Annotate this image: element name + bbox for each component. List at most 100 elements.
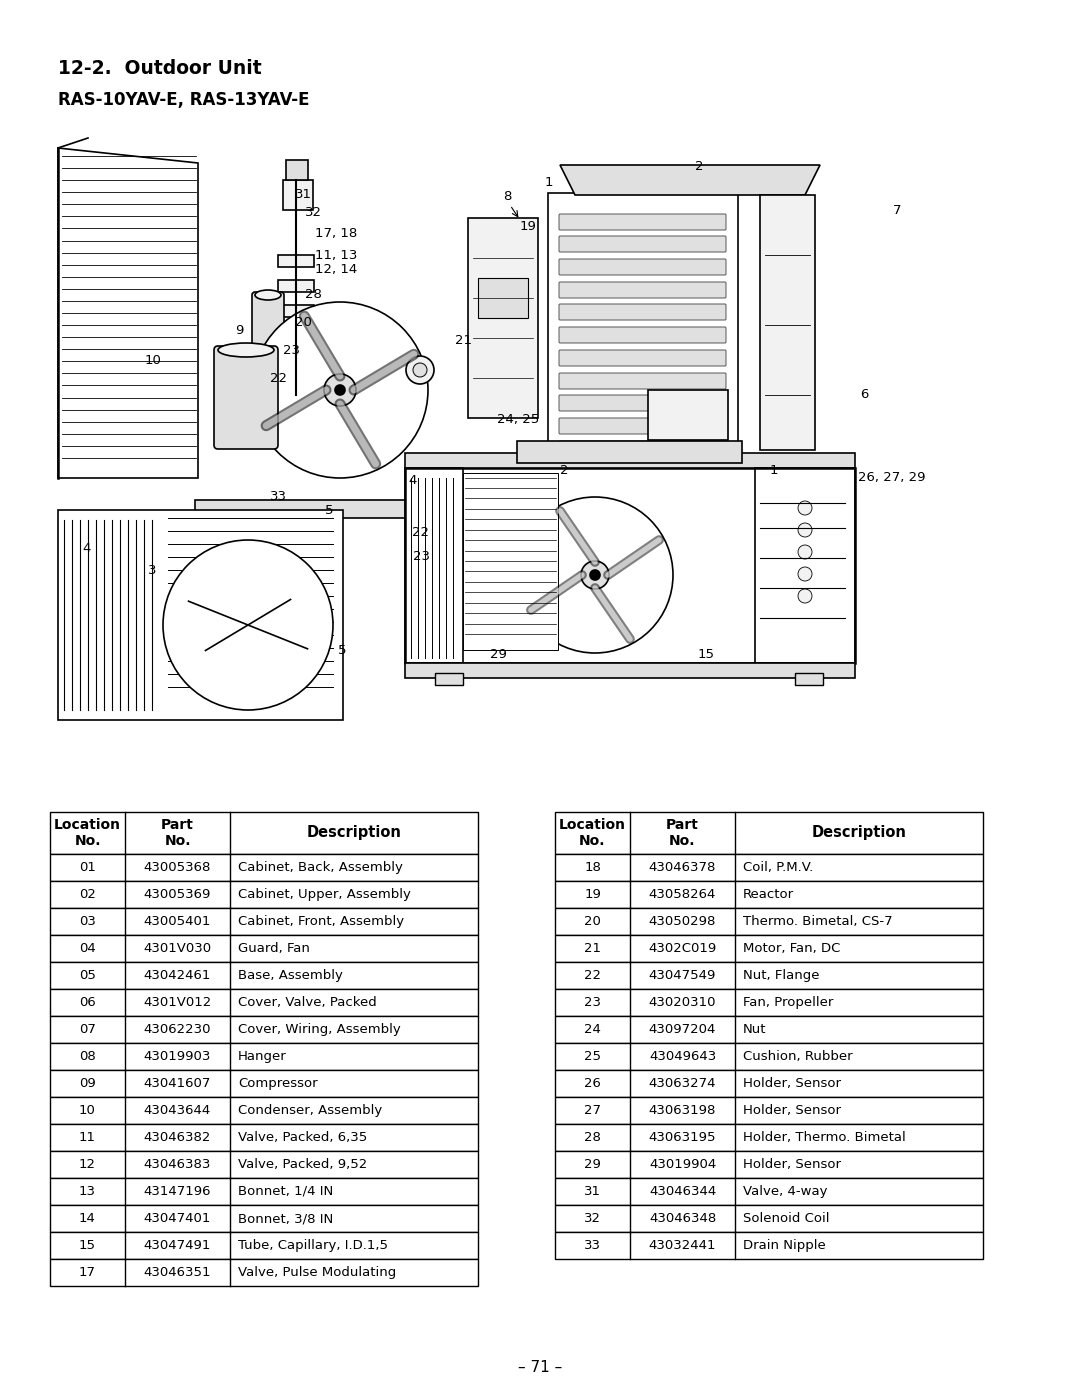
Text: 24, 25: 24, 25 — [497, 414, 539, 426]
Bar — [50, 989, 478, 1016]
Bar — [555, 989, 983, 1016]
Text: 29: 29 — [490, 648, 507, 662]
Bar — [405, 664, 855, 678]
Text: Cabinet, Upper, Assembly: Cabinet, Upper, Assembly — [238, 888, 410, 901]
Text: 4: 4 — [408, 475, 417, 488]
Text: 43046348: 43046348 — [649, 1213, 716, 1225]
Bar — [50, 1070, 478, 1097]
Text: 03: 03 — [79, 915, 96, 928]
Text: 9: 9 — [235, 324, 243, 337]
Bar — [555, 963, 983, 989]
FancyBboxPatch shape — [559, 282, 726, 298]
Bar — [697, 469, 713, 476]
Bar — [545, 455, 815, 474]
Circle shape — [296, 511, 308, 524]
Text: Cushion, Rubber: Cushion, Rubber — [743, 1051, 852, 1063]
Ellipse shape — [218, 344, 274, 358]
Text: 43046344: 43046344 — [649, 1185, 716, 1199]
Bar — [405, 468, 855, 664]
FancyBboxPatch shape — [559, 351, 726, 366]
Circle shape — [252, 302, 428, 478]
Bar — [555, 1178, 983, 1206]
Bar — [405, 468, 463, 664]
Text: 43063195: 43063195 — [649, 1132, 716, 1144]
Text: 04: 04 — [79, 942, 96, 956]
Circle shape — [163, 541, 333, 710]
Bar — [577, 469, 593, 476]
Text: Condenser, Assembly: Condenser, Assembly — [238, 1104, 382, 1118]
Text: 01: 01 — [79, 861, 96, 875]
Bar — [50, 1178, 478, 1206]
Bar — [435, 673, 463, 685]
Text: 12: 12 — [79, 1158, 96, 1171]
Text: 21: 21 — [584, 942, 600, 956]
Text: 43147196: 43147196 — [144, 1185, 212, 1199]
Text: 10: 10 — [79, 1104, 96, 1118]
Bar — [555, 935, 983, 963]
Bar — [468, 218, 538, 418]
Bar — [517, 441, 742, 462]
Text: Solenoid Coil: Solenoid Coil — [743, 1213, 829, 1225]
Text: 43063198: 43063198 — [649, 1104, 716, 1118]
FancyBboxPatch shape — [559, 441, 726, 457]
Text: 28: 28 — [305, 289, 322, 302]
Text: 43046383: 43046383 — [144, 1158, 212, 1171]
Text: 18: 18 — [584, 861, 600, 875]
Text: 2: 2 — [561, 464, 568, 476]
Text: 43047491: 43047491 — [144, 1239, 212, 1252]
Text: 43046378: 43046378 — [649, 861, 716, 875]
Text: 15: 15 — [698, 648, 715, 662]
Bar — [50, 1016, 478, 1044]
FancyBboxPatch shape — [559, 305, 726, 320]
Text: Nut, Flange: Nut, Flange — [743, 970, 820, 982]
Text: 02: 02 — [79, 888, 96, 901]
Bar — [50, 1232, 478, 1259]
FancyBboxPatch shape — [559, 418, 726, 434]
Text: Hanger: Hanger — [238, 1051, 287, 1063]
Text: 43005401: 43005401 — [144, 915, 212, 928]
Text: 21: 21 — [455, 334, 472, 346]
Text: 22: 22 — [584, 970, 600, 982]
Polygon shape — [58, 148, 198, 478]
Bar — [755, 468, 855, 664]
Text: 1: 1 — [545, 176, 554, 189]
Text: 13: 13 — [79, 1185, 96, 1199]
Text: 26: 26 — [584, 1077, 600, 1090]
Text: 43042461: 43042461 — [144, 970, 212, 982]
Text: 32: 32 — [584, 1213, 600, 1225]
Text: Cover, Wiring, Assembly: Cover, Wiring, Assembly — [238, 1023, 401, 1037]
Circle shape — [590, 570, 600, 580]
Text: 12, 14: 12, 14 — [315, 264, 357, 277]
Text: 10: 10 — [145, 353, 162, 366]
Bar — [50, 908, 478, 935]
Text: 14: 14 — [79, 1213, 96, 1225]
Text: 4301V012: 4301V012 — [144, 996, 212, 1009]
Text: 7: 7 — [893, 204, 902, 217]
Bar — [50, 1097, 478, 1125]
Text: 5: 5 — [325, 503, 334, 517]
Polygon shape — [561, 165, 820, 196]
Text: Part
No.: Part No. — [161, 817, 194, 848]
Text: 43047549: 43047549 — [649, 970, 716, 982]
Text: Cabinet, Back, Assembly: Cabinet, Back, Assembly — [238, 861, 403, 875]
Text: Fan, Propeller: Fan, Propeller — [743, 996, 834, 1009]
Text: Compressor: Compressor — [238, 1077, 318, 1090]
Text: 05: 05 — [79, 970, 96, 982]
Text: 20: 20 — [295, 316, 312, 328]
Circle shape — [798, 502, 812, 515]
Bar — [555, 812, 983, 854]
Text: 12-2.  Outdoor Unit: 12-2. Outdoor Unit — [58, 59, 261, 77]
Text: 08: 08 — [79, 1051, 96, 1063]
Text: 17, 18: 17, 18 — [315, 226, 357, 239]
Text: Location
No.: Location No. — [54, 817, 121, 848]
Text: Bonnet, 1/4 IN: Bonnet, 1/4 IN — [238, 1185, 334, 1199]
Bar — [283, 180, 313, 210]
Text: 4301V030: 4301V030 — [144, 942, 212, 956]
Bar — [50, 1125, 478, 1151]
Text: 23: 23 — [584, 996, 600, 1009]
Text: 43032441: 43032441 — [649, 1239, 716, 1252]
Text: 33: 33 — [270, 490, 287, 503]
Bar — [648, 390, 728, 440]
Text: 43050298: 43050298 — [649, 915, 716, 928]
Bar — [50, 1206, 478, 1232]
